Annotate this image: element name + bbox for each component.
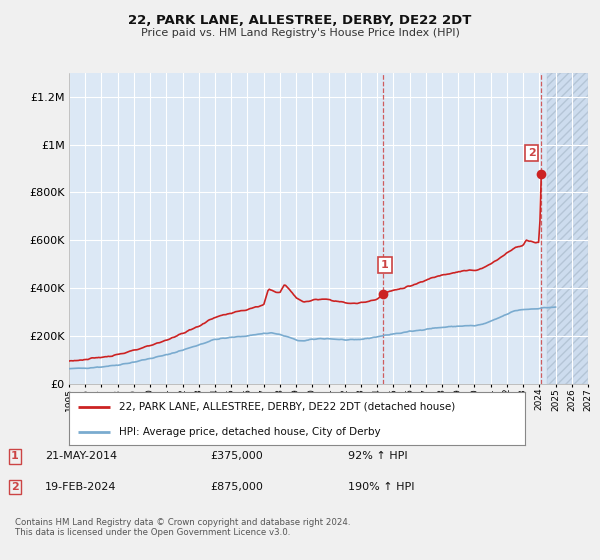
Text: £875,000: £875,000: [210, 482, 263, 492]
Text: 21-MAY-2014: 21-MAY-2014: [45, 451, 117, 461]
Text: Price paid vs. HM Land Registry's House Price Index (HPI): Price paid vs. HM Land Registry's House …: [140, 28, 460, 38]
Text: 22, PARK LANE, ALLESTREE, DERBY, DE22 2DT: 22, PARK LANE, ALLESTREE, DERBY, DE22 2D…: [128, 14, 472, 27]
Text: 1: 1: [381, 260, 389, 270]
Text: 2: 2: [11, 482, 19, 492]
Text: 92% ↑ HPI: 92% ↑ HPI: [348, 451, 407, 461]
Text: 2: 2: [527, 148, 535, 158]
Bar: [547, 73, 588, 384]
Text: Contains HM Land Registry data © Crown copyright and database right 2024.
This d: Contains HM Land Registry data © Crown c…: [15, 518, 350, 538]
Text: 22, PARK LANE, ALLESTREE, DERBY, DE22 2DT (detached house): 22, PARK LANE, ALLESTREE, DERBY, DE22 2D…: [119, 402, 455, 412]
Text: HPI: Average price, detached house, City of Derby: HPI: Average price, detached house, City…: [119, 427, 381, 437]
Text: 1: 1: [11, 451, 19, 461]
Text: 190% ↑ HPI: 190% ↑ HPI: [348, 482, 415, 492]
Text: £375,000: £375,000: [210, 451, 263, 461]
Text: 19-FEB-2024: 19-FEB-2024: [45, 482, 116, 492]
